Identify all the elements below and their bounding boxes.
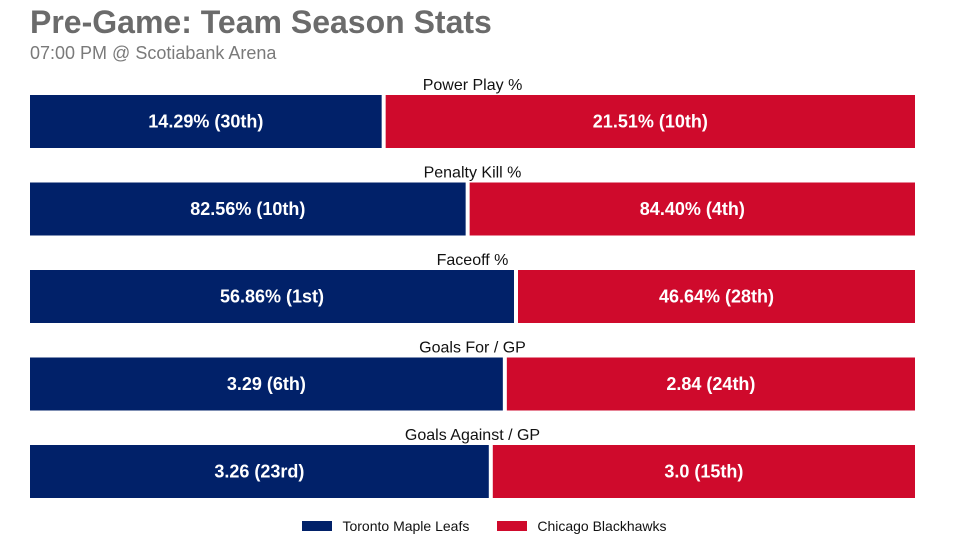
legend-label-chicago: Chicago Blackhawks [537, 518, 667, 534]
bar-toronto-goals-against-gp [30, 445, 489, 498]
bar-label-toronto-goals-against-gp: 3.26 (23rd) [214, 462, 304, 482]
bar-chicago-goals-for-gp [506, 357, 915, 411]
bar-toronto-goals-for-gp [30, 357, 503, 411]
bar-toronto-penalty-kill [30, 182, 466, 236]
stat-label-faceoff: Faceoff % [437, 252, 509, 269]
legend-label-toronto: Toronto Maple Leafs [342, 518, 470, 534]
legend-swatch-chicago [497, 521, 528, 531]
bar-label-chicago-faceoff: 46.64% (28th) [659, 287, 774, 307]
bar-toronto-power-play [30, 95, 382, 148]
legend: Toronto Maple Leafs Chicago Blackhawks [0, 517, 969, 535]
bar-chicago-goals-against-gp [492, 445, 915, 498]
bar-label-toronto-goals-for-gp: 3.29 (6th) [227, 374, 306, 394]
bar-label-chicago-goals-against-gp: 3.0 (15th) [664, 462, 743, 482]
stat-label-goals-against-gp: Goals Against / GP [405, 427, 540, 444]
bar-toronto-faceoff [30, 270, 514, 323]
bar-label-chicago-power-play: 21.51% (10th) [593, 112, 708, 132]
stat-label-goals-for-gp: Goals For / GP [419, 340, 526, 357]
legend-item-toronto: Toronto Maple Leafs [302, 518, 469, 534]
stat-label-power-play: Power Play % [423, 77, 523, 94]
bar-chicago-penalty-kill [469, 182, 915, 236]
bar-label-toronto-penalty-kill: 82.56% (10th) [190, 199, 305, 219]
stat-label-penalty-kill: Penalty Kill % [424, 165, 522, 182]
chart-title: Pre-Game: Team Season Stats [30, 4, 492, 40]
bar-label-chicago-penalty-kill: 84.40% (4th) [640, 199, 745, 219]
bar-chicago-power-play [385, 95, 915, 148]
legend-item-chicago: Chicago Blackhawks [497, 518, 667, 534]
chart-subtitle: 07:00 PM @ Scotiabank Arena [30, 43, 277, 63]
bar-label-chicago-goals-for-gp: 2.84 (24th) [666, 374, 755, 394]
bar-chicago-faceoff [517, 270, 915, 323]
bar-label-toronto-faceoff: 56.86% (1st) [220, 287, 324, 307]
legend-swatch-toronto [302, 521, 333, 531]
bar-label-toronto-power-play: 14.29% (30th) [148, 112, 263, 132]
